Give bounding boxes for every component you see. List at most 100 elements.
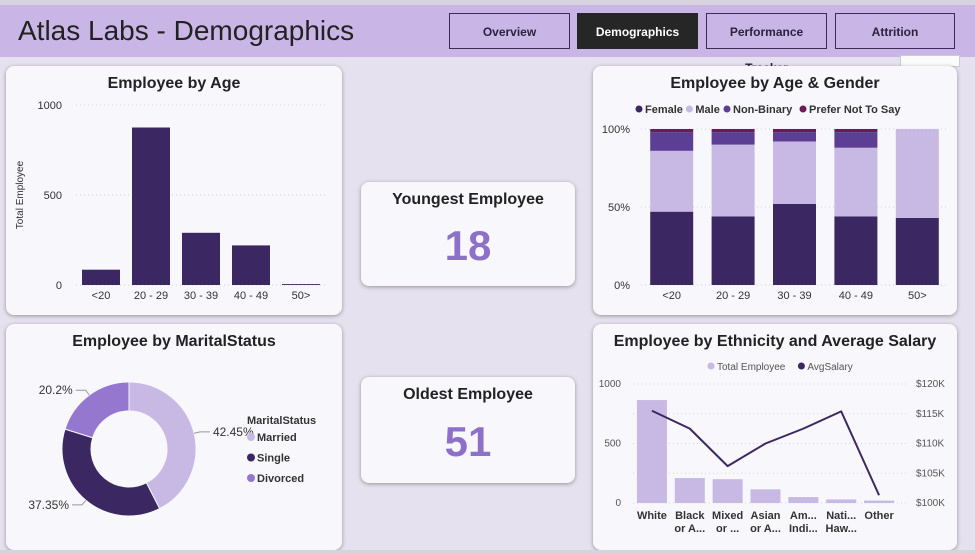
gender-ytick-label: 50% — [608, 202, 630, 214]
gender-bar-segment — [650, 211, 694, 285]
legend-label: Non-Binary — [733, 104, 793, 116]
age-ytick-label: 500 — [44, 190, 62, 202]
legend-marker-prefer-not-to-say — [799, 105, 807, 113]
donut-slice-divorced — [64, 381, 130, 439]
age-xtick-label: 20 - 29 — [134, 290, 168, 302]
ethnicity-xtick-label: or ... — [716, 523, 739, 535]
gender-ytick-label: 100% — [602, 124, 630, 136]
ethnicity-xtick-label: Asian — [751, 510, 781, 522]
gender-bar-segment — [711, 129, 755, 133]
age-chart-title: Employee by Age — [107, 75, 241, 92]
gender-bar-segment — [834, 147, 878, 217]
age-y-axis-title: Total Employee — [15, 160, 26, 229]
legend-marker-female — [635, 105, 643, 113]
ethnicity-bar — [788, 497, 819, 503]
gender-bar-segment — [711, 144, 755, 217]
legend-marker-male — [685, 105, 693, 113]
marital-legend-title: MaritalStatus — [247, 415, 316, 427]
ethnicity-chart-card: Employee by Ethnicity and Average Salary… — [593, 324, 957, 550]
ethnicity-xtick-label: Black — [675, 510, 705, 522]
gender-bar-segment — [773, 129, 816, 133]
age-gender-chart-title: Employee by Age & Gender — [670, 75, 880, 92]
marital-legend-marker — [247, 453, 255, 462]
ethnicity-xtick-label: or A... — [674, 523, 705, 535]
marital-legend-marker — [247, 474, 255, 482]
ethnicity-xtick-label: or A... — [750, 523, 781, 535]
age-xtick-label: <20 — [92, 290, 111, 302]
age-bar-chart: 0 500 1000 Total Employee <20 20 - 29 30 - 39 4… — [15, 100, 326, 302]
gender-bar-segment — [650, 132, 694, 151]
gender-bar-segment — [773, 141, 816, 204]
marital-legend-marker — [247, 433, 255, 441]
age-xtick-label: 40 - 49 — [234, 290, 268, 302]
ethnicity-xtick-label: Am... — [790, 510, 817, 522]
donut-data-label: 37.35% — [28, 498, 69, 512]
nav-overview-button[interactable]: Overview — [449, 13, 570, 49]
ethnicity-xtick-label: Other — [864, 510, 894, 522]
ethnicity-left-ytick: 500 — [604, 439, 621, 450]
age-bar — [132, 127, 170, 285]
marital-legend-label: Single — [257, 453, 290, 465]
ethnicity-right-ytick: $105K — [916, 468, 945, 479]
gender-bar-segment — [834, 129, 878, 133]
gender-bar-segment — [711, 216, 755, 285]
ethnicity-combo-chart: Total Employee AvgSalary 0 500 1000 $100K $105… — [599, 362, 945, 535]
ethnicity-chart-title: Employee by Ethnicity and Average Salary — [613, 333, 937, 350]
age-bar — [182, 232, 220, 285]
legend-label: Prefer Not To Say — [809, 104, 901, 116]
ethnicity-right-ytick: $120K — [916, 379, 945, 390]
nav-performance-tracker-button[interactable]: Performance Tracker — [706, 13, 827, 75]
avg-salary-line — [651, 409, 880, 496]
ethnicity-right-ytick: $115K — [916, 409, 945, 420]
ethnicity-right-ytick: $100K — [916, 498, 945, 509]
gender-bar-segment — [895, 217, 939, 285]
age-xtick-label: 50> — [292, 290, 311, 302]
donut-slice-married — [128, 381, 197, 510]
ethnicity-legend-label: AvgSalary — [807, 362, 852, 373]
gender-bar-segment — [895, 129, 939, 218]
age-gender-stacked-chart: Female Male Non-Binary Prefer Not To Say 0% 5… — [602, 104, 948, 302]
age-ytick-label: 0 — [56, 280, 62, 292]
legend-marker-non-binary — [723, 105, 731, 113]
ethnicity-xtick-label: Nati... — [826, 510, 856, 522]
page-title: Atlas Labs - Demographics — [18, 15, 355, 46]
ethnicity-xtick-label: White — [637, 510, 667, 522]
ethnicity-bar — [636, 400, 667, 503]
marital-legend-label: Married — [257, 432, 297, 444]
ethnicity-right-ytick: $110K — [916, 439, 945, 450]
donut-data-label: 20.2% — [39, 383, 73, 397]
age-xtick-label: 30 - 39 — [184, 290, 218, 302]
age-chart-card: Employee by Age 0 500 1000 Total Employee <2… — [6, 66, 342, 315]
donut-leader-line — [75, 389, 90, 396]
gender-xtick-label: 20 - 29 — [716, 290, 750, 302]
ethnicity-xtick-label: Indi... — [789, 523, 818, 535]
nav-demographics-button[interactable]: Demographics — [577, 13, 698, 49]
legend-label: Female — [645, 104, 683, 116]
marital-chart-title: Employee by MaritalStatus — [72, 333, 276, 350]
donut-data-label: 42.45% — [213, 425, 254, 439]
marital-donut-chart: 42.45% 37.35% 20.2% MaritalStatus Married Sin… — [28, 381, 316, 517]
gender-bar-segment — [650, 129, 694, 133]
ethnicity-legend-marker — [797, 362, 805, 370]
ethnicity-bar — [712, 479, 743, 503]
donut-leader-line — [72, 499, 87, 506]
marital-legend-label: Divorced — [257, 473, 304, 485]
ethnicity-left-ytick: 1000 — [599, 379, 622, 390]
legend-label: Male — [695, 104, 719, 116]
header-bar: Atlas Labs - Demographics Overview Demog… — [0, 5, 975, 75]
age-bar — [282, 284, 320, 285]
ethnicity-bar — [864, 500, 895, 503]
ethnicity-xtick-label: Haw... — [826, 523, 857, 535]
age-gender-chart-card: Employee by Age & Gender Female Male Non-B… — [593, 66, 957, 315]
age-bar — [82, 269, 120, 285]
ethnicity-left-ytick: 0 — [615, 498, 621, 509]
gender-bar-segment — [711, 132, 755, 145]
oldest-employee-card: Oldest Employee 51 — [361, 377, 575, 483]
gender-ytick-label: 0% — [614, 280, 630, 292]
ethnicity-legend-label: Total Employee — [717, 362, 786, 373]
ethnicity-bar — [750, 489, 781, 503]
ethnicity-xtick-label: Mixed — [712, 510, 743, 522]
youngest-employee-label: Youngest Employee — [392, 191, 544, 208]
gender-xtick-label: 50> — [908, 290, 927, 302]
nav-attrition-button[interactable]: Attrition — [835, 13, 955, 49]
